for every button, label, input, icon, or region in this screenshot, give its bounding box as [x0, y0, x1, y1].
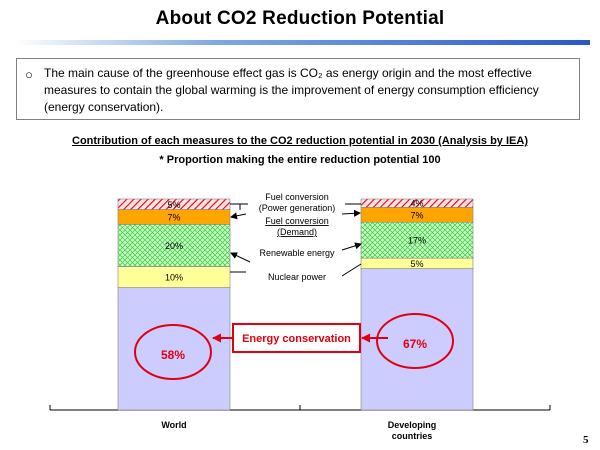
annotation-connector — [341, 263, 362, 277]
highlight-ellipse-developing — [376, 313, 454, 369]
annotation-connector — [341, 242, 362, 251]
title-underline-bar — [14, 40, 590, 45]
chart-title: Contribution of each measures to the CO2… — [72, 135, 528, 147]
data-label-fuel-conversion-demand-world: 7% — [167, 212, 180, 222]
data-label-energy-conservation-developing: 67% — [403, 337, 427, 351]
x-tick-label-developing: Developing countries — [388, 420, 437, 441]
data-label-renewable-energy-world: 20% — [165, 241, 183, 251]
circle-bullet-icon: ○ — [25, 67, 33, 82]
page-number: 5 — [583, 434, 589, 446]
data-label-nuclear-power-developing: 5% — [410, 259, 423, 269]
annotation-renewable-energy: Renewable energy — [259, 248, 335, 258]
energy-conservation-label: Energy conservation — [242, 333, 351, 345]
annotation-connector — [341, 209, 361, 217]
annotation-connector — [230, 252, 251, 263]
bar-segment-fuel-conversion-power-generation-developing — [360, 198, 474, 208]
annotation-connector — [230, 212, 247, 220]
bar-segment-renewable-energy-developing — [360, 221, 474, 259]
intro-box: ○ The main cause of the greenhouse effec… — [16, 58, 580, 120]
annotation-fuel-conversion-power: Fuel conversion (Power generation) — [259, 192, 336, 213]
annotation-fuel-conversion-demand: Fuel conversion (Demand) — [265, 216, 329, 237]
page-title: About CO2 Reduction Potential — [155, 8, 445, 29]
data-label-renewable-energy-developing: 17% — [408, 236, 426, 246]
annotation-nuclear-power: Nuclear power — [268, 272, 326, 282]
data-label-nuclear-power-world: 10% — [165, 273, 183, 283]
bar-segment-energy-conservation-developing — [360, 268, 474, 411]
data-label-energy-conservation-world: 58% — [161, 348, 185, 362]
x-tick-label-world: World — [161, 420, 186, 430]
data-label-fuel-conversion-power-generation-world: 5% — [167, 200, 180, 210]
data-label-fuel-conversion-power-generation-developing: 4% — [410, 199, 423, 209]
data-label-fuel-conversion-demand-developing: 7% — [410, 210, 423, 220]
bar-segment-renewable-energy-world — [117, 224, 231, 267]
chart-subtitle: * Proportion making the entire reduction… — [159, 154, 441, 166]
intro-text: The main cause of the greenhouse effect … — [44, 66, 539, 114]
highlight-ellipse-world — [134, 324, 212, 380]
